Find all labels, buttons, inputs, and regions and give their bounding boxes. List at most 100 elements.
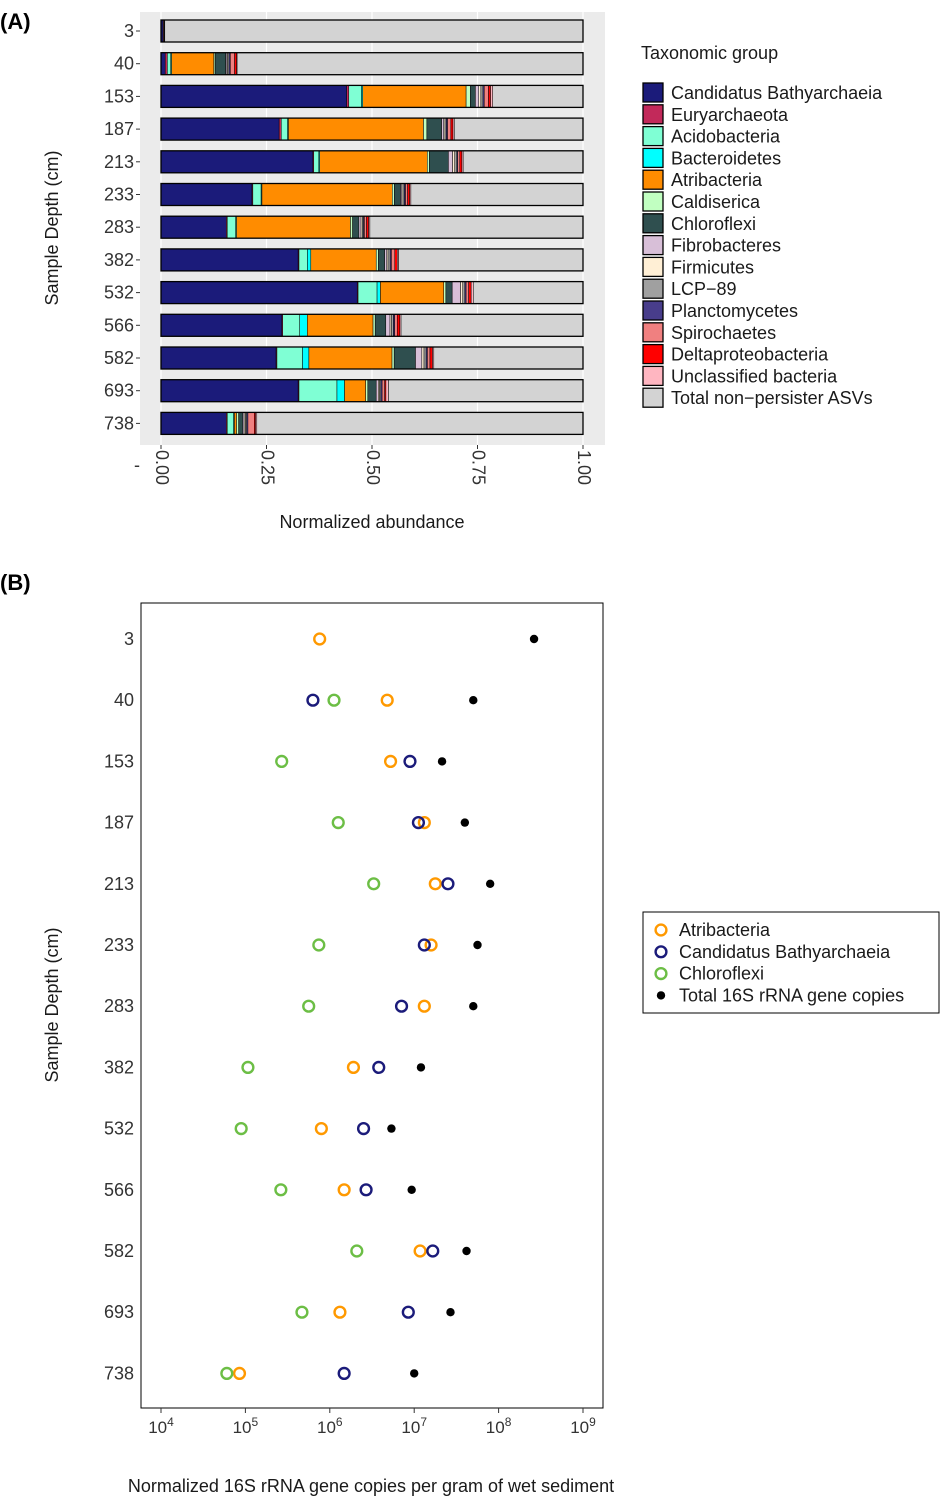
panel-b-point	[462, 1246, 471, 1256]
panel-a-bar-segment	[160, 117, 280, 141]
panel-a-bar-segment	[452, 150, 455, 174]
panel-a-y-tick-label: 213	[104, 152, 134, 172]
panel-b-point	[234, 1121, 248, 1136]
panel-b-plot-frame	[140, 602, 604, 1409]
panel-b-point	[306, 693, 320, 707]
panel-a-bar-segment	[376, 281, 381, 304]
panel-a-bar-segment	[385, 379, 389, 402]
panel-a-legend-label: Atribacteria	[671, 170, 763, 190]
tick-base: 10	[570, 1418, 589, 1437]
panel-a-bar-segment	[470, 85, 476, 108]
panel-a-bar-segment	[460, 281, 463, 304]
panel-a-bar-segment	[256, 412, 584, 435]
panel-a-bar-segment	[470, 281, 474, 304]
panel-b-point	[346, 1060, 361, 1075]
panel-b-point	[327, 693, 341, 707]
panel-a-bar-segment	[319, 150, 428, 174]
panel-a-legend-label: LCP−89	[671, 279, 737, 299]
panel-a-bar-outline	[160, 117, 584, 141]
panel-a-y-tick-label: 382	[104, 250, 134, 270]
panel-a-bar-segment	[358, 215, 362, 239]
panel-b-point	[380, 693, 394, 707]
panel-a-bar-segment	[468, 281, 472, 304]
panel-b-label: (B)	[0, 570, 31, 595]
panel-b-point	[410, 1369, 419, 1378]
panel-a-bar-outline	[160, 84, 584, 109]
panel-a-y-tick-label: 187	[104, 119, 134, 139]
panel-b-x-tick-label: 106	[317, 1415, 343, 1437]
panel-b-legend-box	[642, 911, 940, 1014]
panel-a-bar-segment	[247, 412, 255, 435]
panel-a-legend-swatch	[642, 125, 664, 147]
panel-b-point	[232, 1366, 247, 1381]
panel-a-bar-segment	[426, 117, 442, 141]
panel-b-point	[417, 938, 431, 952]
tick-exponent: 5	[252, 1415, 259, 1429]
panel-a-bar-segment	[344, 379, 366, 402]
panel-b-point	[313, 632, 327, 646]
panel-a-bar-segment	[288, 117, 424, 141]
panel-a-bar-segment	[400, 314, 584, 337]
panel-a-legend-label: Firmicutes	[671, 257, 754, 277]
panel-a-bar-outline	[160, 313, 584, 337]
panel-a-bar-segment	[236, 215, 351, 239]
panel-a-bar-segment	[378, 248, 385, 272]
panel-a-bar-segment	[441, 117, 444, 141]
panel-a-bar-segment	[392, 183, 395, 206]
panel-a-bar-segment	[394, 314, 398, 337]
panel-a-legend-label: Spirochaetes	[671, 323, 776, 343]
panel-a-bar-segment	[450, 117, 454, 141]
panel-b-point	[437, 757, 447, 766]
panel-a-bar-segment	[357, 281, 378, 304]
panel-b-point	[417, 999, 431, 1013]
panel-b-x-tick-label: 109	[570, 1415, 596, 1437]
panel-b-y-axis-label: Sample Depth (cm)	[42, 927, 62, 1082]
panel-a-bar-segment	[396, 314, 401, 337]
panel-a-bar-outline	[160, 182, 584, 207]
panel-a-bar-segment	[167, 52, 171, 75]
panel-b-x-tick-label: 107	[401, 1415, 427, 1437]
panel-b-y-tick-label: 738	[104, 1363, 134, 1383]
panel-b-points	[220, 632, 539, 1381]
panel-a-legend-label: Fibrobacteres	[671, 236, 781, 256]
panel-a-bar-segment	[352, 215, 360, 239]
panel-b-x-tick-labels: 104 105 106 107 108 109	[148, 1408, 596, 1437]
panel-a-legend-swatch	[642, 234, 664, 256]
panel-a-y-tick-label: 738	[104, 413, 134, 433]
panel-a-x-tick-label: 0.25	[258, 450, 278, 485]
panel-a-legend-swatch	[642, 256, 664, 278]
panel-a-bar-segment	[308, 346, 393, 370]
panel-b-point	[302, 999, 316, 1013]
panel-b-legend-label: Atribacteria	[679, 920, 771, 940]
panel-a-bar-segment	[375, 379, 379, 402]
panel-b-legend-marker	[654, 966, 668, 981]
panel-a-legend-swatch	[642, 104, 664, 125]
panel-a-legend-label: Chloroflexi	[671, 214, 756, 234]
panel-a-bar-segment	[261, 183, 393, 206]
panel-a-bar-segment	[214, 52, 226, 75]
panel-a-bar-segment	[375, 248, 379, 272]
panel-a-bar-segment	[227, 412, 234, 435]
panel-a-bar-segment	[362, 85, 467, 108]
panel-a-bar-segment	[384, 248, 388, 272]
panel-b-point	[367, 877, 381, 891]
panel-a-legend-label: Deltaproteobacteria	[671, 345, 829, 365]
panel-a-legend-label: Euryarchaeota	[671, 105, 789, 125]
panel-b-x-axis-label: Normalized 16S rRNA gene copies per gram…	[128, 1476, 614, 1496]
panel-b-point	[372, 1060, 386, 1075]
panel-a-legend-swatch	[642, 343, 664, 365]
panel-b-y-tick-label: 3	[124, 629, 134, 649]
panel-b-legend-label: Chloroflexi	[679, 964, 764, 984]
panel-a-bar-segment	[410, 183, 584, 206]
panel-a-y-tick-label: 153	[104, 86, 134, 106]
panel-a-bar-segment	[310, 248, 377, 272]
panel-a-bar-segment	[160, 150, 314, 174]
panel-b-point	[359, 1183, 373, 1197]
panel-a-bar-segment	[364, 215, 367, 239]
panel-a-y-tick-label: 40	[114, 54, 134, 74]
panel-a-bar-segment	[374, 314, 387, 337]
panel-a-bar-segment	[480, 85, 484, 108]
panel-a-bar-segment	[443, 281, 447, 304]
